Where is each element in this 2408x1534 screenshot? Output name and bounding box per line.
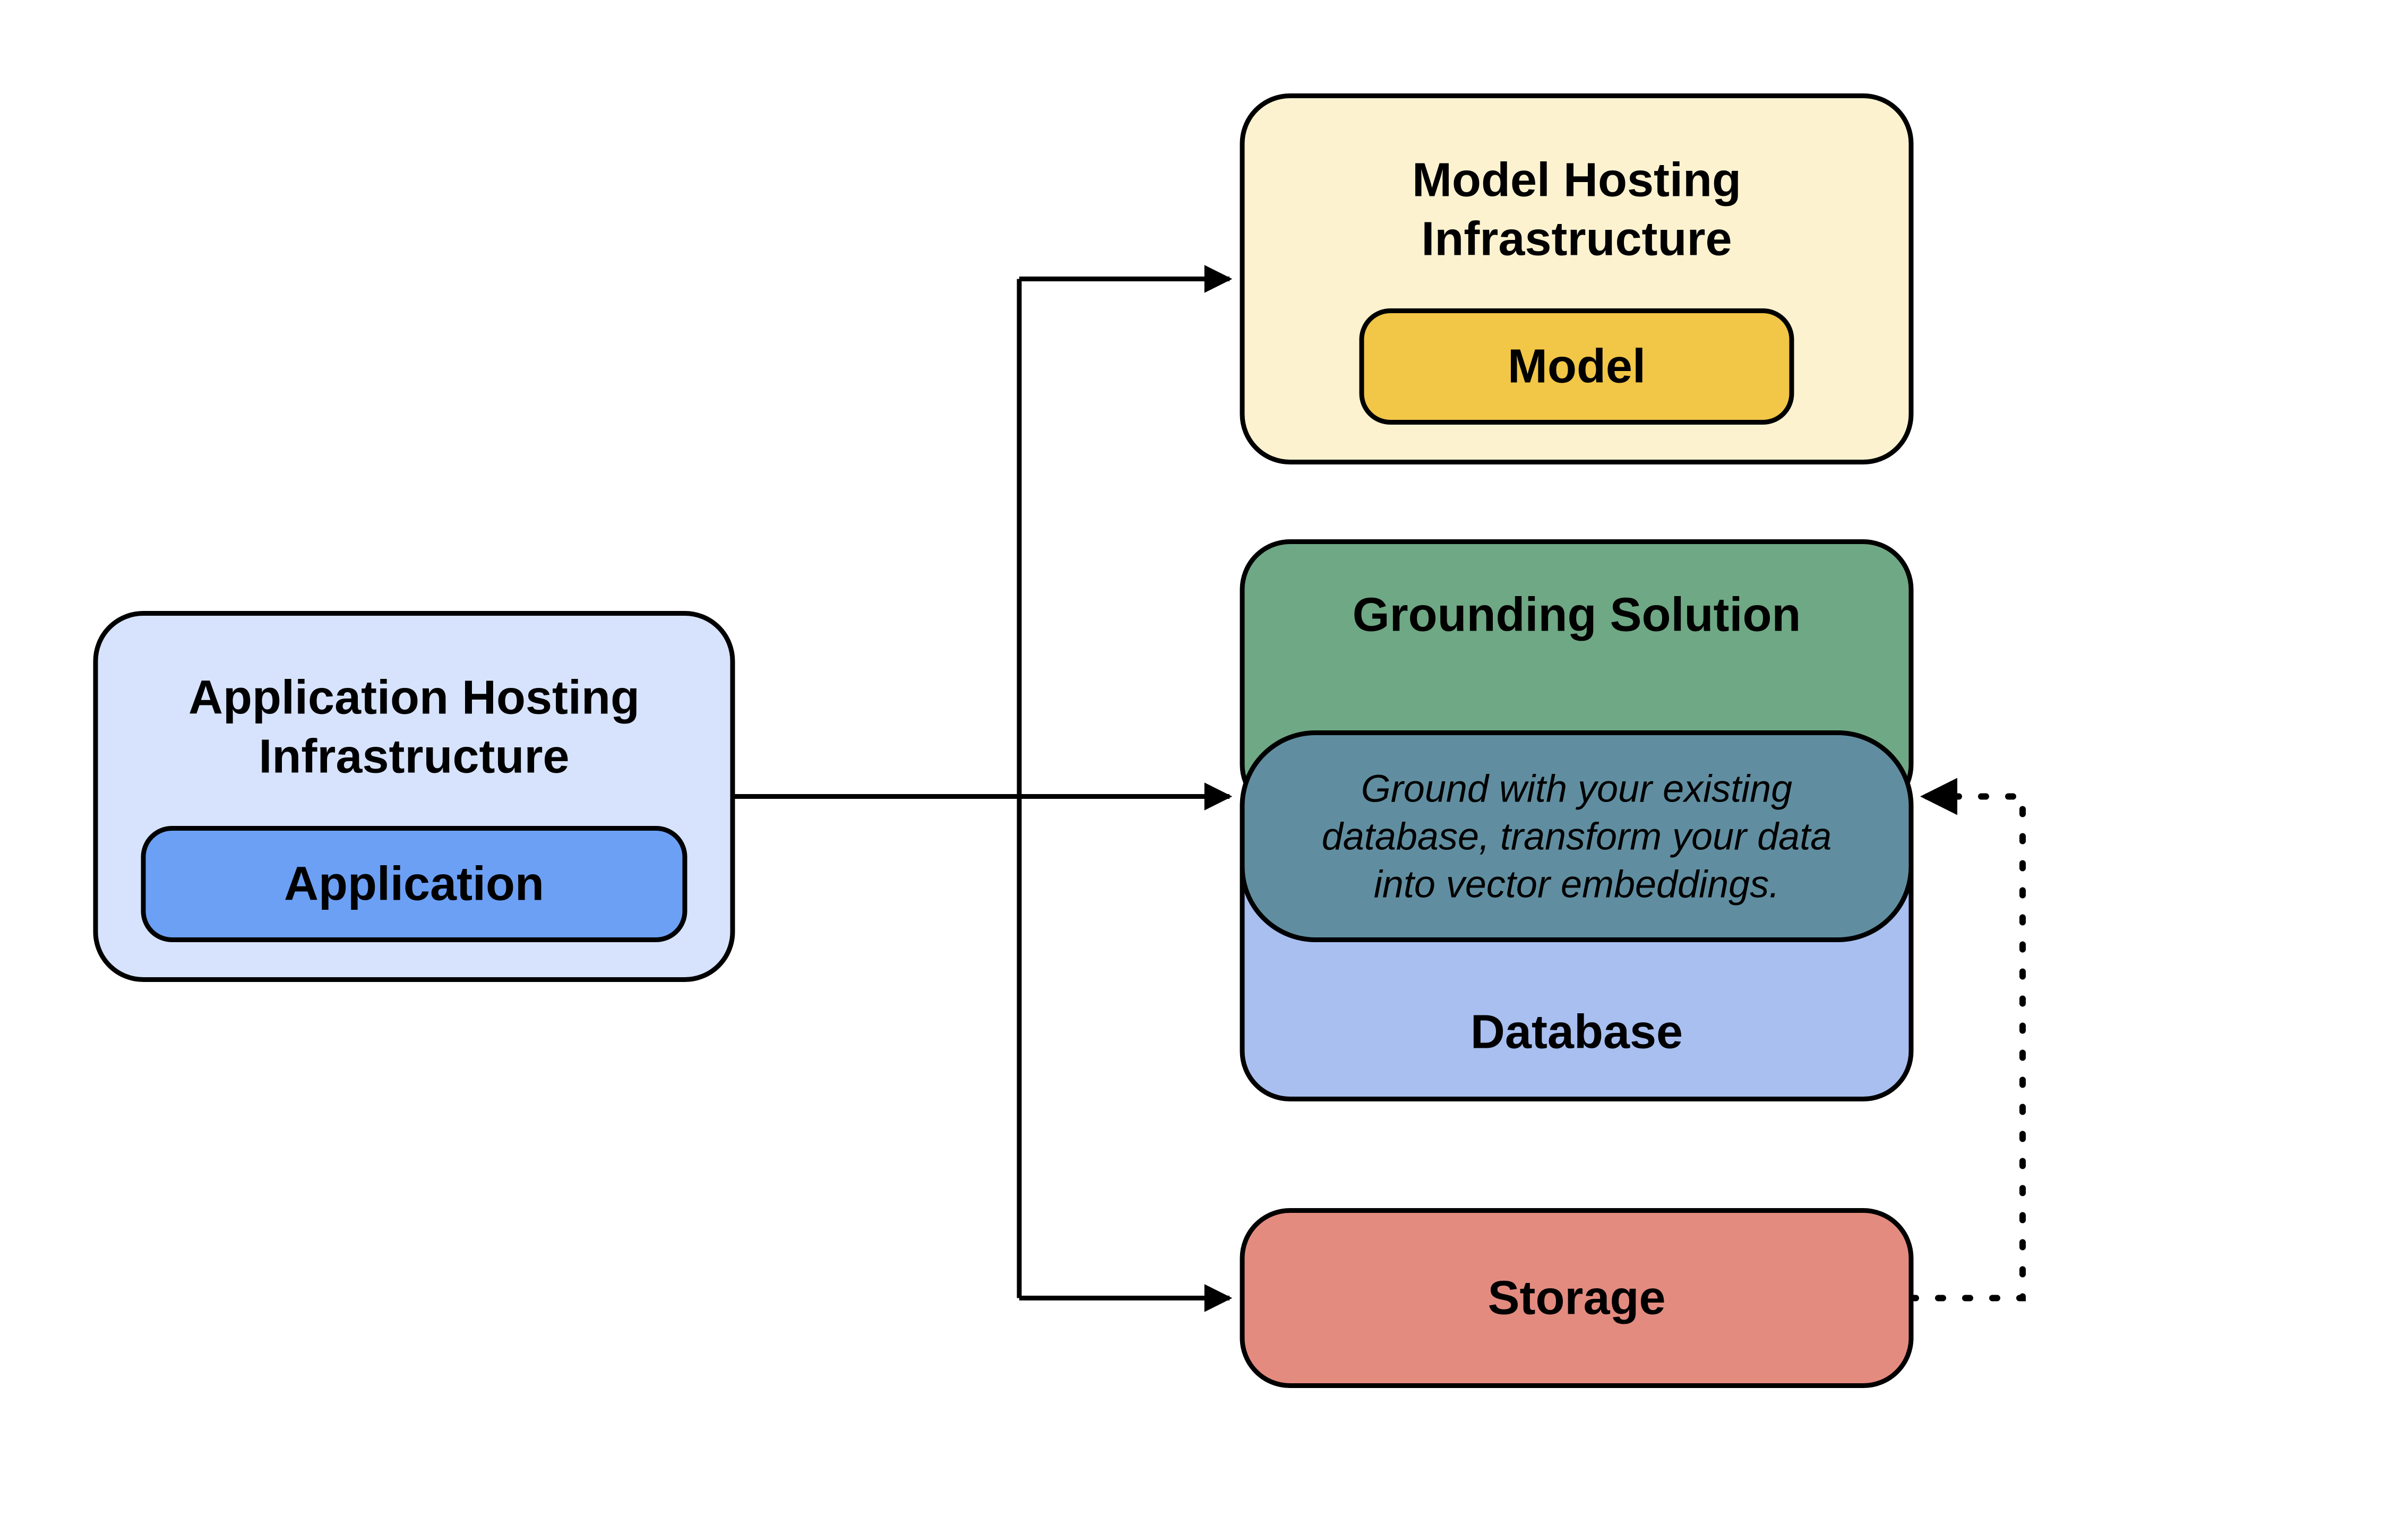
overlap-desc-2: database, transform your data [1322, 816, 1832, 858]
storage-label: Storage [1487, 1271, 1665, 1324]
app-hosting-title-2: Infrastructure [259, 730, 569, 783]
model-hosting-title-1: Model Hosting [1412, 153, 1741, 206]
model-label: Model [1508, 340, 1646, 393]
architecture-diagram: Application Hosting Infrastructure Applica… [0, 0, 2408, 1534]
overlap-desc-3: into vector embeddings. [1374, 864, 1779, 906]
app-hosting-title-1: Application Hosting [188, 671, 640, 724]
model-hosting-title-2: Infrastructure [1421, 212, 1732, 265]
grounding-label: Grounding Solution [1353, 588, 1801, 641]
application-label: Application [284, 857, 544, 910]
overlap-desc-1: Ground with your existing [1361, 768, 1792, 811]
edge-storage-to-grounding-dotted [1911, 797, 2023, 1298]
database-label: Database [1470, 1005, 1683, 1058]
